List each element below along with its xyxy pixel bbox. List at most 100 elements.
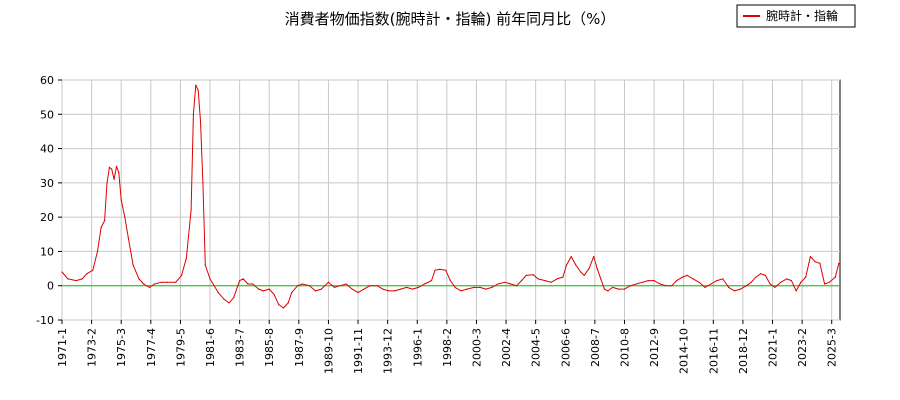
data-point bbox=[485, 288, 487, 290]
x-axis: 1971-1 1973-2 1975-3 1977-4 1979-5 1981-6 1983… bbox=[56, 320, 839, 374]
data-point bbox=[120, 199, 122, 201]
data-point bbox=[127, 237, 129, 239]
x-tick-label: 2010-8 bbox=[618, 328, 631, 367]
data-point bbox=[258, 288, 260, 290]
data-point bbox=[520, 280, 523, 282]
data-point bbox=[814, 261, 816, 263]
data-point bbox=[106, 182, 108, 184]
data-point bbox=[570, 256, 572, 258]
data-point bbox=[635, 283, 637, 285]
series-line bbox=[61, 84, 840, 309]
x-tick-label: 1998-2 bbox=[441, 328, 454, 367]
data-point bbox=[400, 288, 402, 290]
y-tick-label: 10 bbox=[40, 245, 54, 258]
x-tick-label: 2014-10 bbox=[678, 328, 691, 374]
data-point bbox=[190, 209, 192, 211]
data-point bbox=[75, 280, 77, 282]
data-point bbox=[838, 262, 840, 264]
legend-box bbox=[736, 4, 856, 28]
data-point bbox=[460, 290, 462, 292]
data-point bbox=[583, 274, 585, 276]
data-point bbox=[345, 283, 347, 285]
data-point bbox=[268, 288, 270, 290]
x-tick-label: 1991-11 bbox=[352, 328, 365, 374]
data-point bbox=[185, 257, 187, 259]
data-point bbox=[138, 278, 140, 280]
data-point bbox=[239, 280, 241, 282]
data-point bbox=[242, 278, 244, 280]
data-point bbox=[618, 288, 620, 290]
chart-title: 消費者物価指数(腕時計・指輪) 前年同月比（%） bbox=[285, 10, 616, 28]
y-tick-label: 0 bbox=[47, 280, 54, 293]
data-point bbox=[755, 276, 757, 278]
data-point bbox=[81, 278, 83, 280]
data-point bbox=[357, 292, 359, 294]
data-point bbox=[100, 226, 102, 228]
data-point bbox=[653, 280, 655, 282]
data-point bbox=[278, 304, 280, 306]
data-point bbox=[716, 280, 718, 282]
data-point bbox=[596, 268, 598, 270]
data-point bbox=[800, 281, 802, 283]
data-point bbox=[575, 264, 577, 266]
data-point bbox=[665, 285, 667, 287]
data-point bbox=[273, 293, 275, 295]
data-point bbox=[805, 276, 807, 278]
data-point bbox=[790, 280, 793, 282]
data-point bbox=[369, 285, 371, 287]
data-point bbox=[809, 256, 812, 258]
data-point bbox=[115, 165, 118, 167]
data-point bbox=[406, 286, 408, 288]
data-point bbox=[228, 302, 230, 304]
x-tick-label: 2016-11 bbox=[707, 328, 720, 374]
data-point bbox=[466, 288, 468, 290]
data-point bbox=[430, 280, 433, 282]
data-point bbox=[537, 278, 539, 280]
data-point bbox=[588, 268, 590, 270]
data-point bbox=[603, 288, 606, 290]
data-point bbox=[376, 285, 378, 287]
data-point bbox=[780, 281, 782, 283]
data-point bbox=[199, 120, 202, 122]
data-point bbox=[593, 256, 595, 258]
data-point bbox=[202, 182, 204, 184]
data-point bbox=[287, 302, 289, 304]
x-tick-label: 2018-12 bbox=[737, 328, 750, 374]
data-point bbox=[197, 89, 199, 91]
data-point bbox=[704, 286, 706, 288]
x-tick-label: 1993-12 bbox=[382, 328, 395, 374]
data-point bbox=[132, 264, 134, 266]
data-point bbox=[760, 273, 762, 275]
data-point bbox=[297, 285, 299, 287]
x-tick-label: 1985-8 bbox=[263, 328, 276, 367]
x-tick-label: 1989-10 bbox=[322, 328, 335, 374]
data-point bbox=[411, 288, 414, 290]
data-point bbox=[828, 281, 830, 283]
data-point bbox=[153, 283, 155, 285]
data-point bbox=[166, 281, 168, 283]
data-point bbox=[641, 281, 643, 283]
data-point bbox=[86, 273, 88, 275]
data-point bbox=[320, 288, 322, 290]
x-tick-label: 2023-2 bbox=[796, 328, 809, 367]
data-point bbox=[745, 285, 748, 287]
data-point bbox=[262, 290, 264, 292]
data-point bbox=[363, 288, 365, 290]
data-point bbox=[209, 278, 211, 280]
x-tick-label: 2002-4 bbox=[500, 328, 513, 367]
data-point bbox=[445, 269, 447, 271]
data-point bbox=[659, 283, 661, 285]
data-point bbox=[473, 286, 475, 288]
grid-lines bbox=[61, 79, 840, 321]
data-point bbox=[181, 274, 183, 276]
series-layer bbox=[61, 84, 840, 309]
data-point bbox=[550, 281, 552, 283]
data-point bbox=[681, 276, 684, 278]
x-tick-label: 1981-6 bbox=[204, 328, 217, 367]
x-tick-label: 1971-1 bbox=[56, 328, 69, 367]
data-point bbox=[394, 290, 396, 292]
data-point bbox=[565, 264, 568, 266]
data-point bbox=[647, 280, 649, 282]
y-tick-label: 30 bbox=[40, 177, 54, 190]
